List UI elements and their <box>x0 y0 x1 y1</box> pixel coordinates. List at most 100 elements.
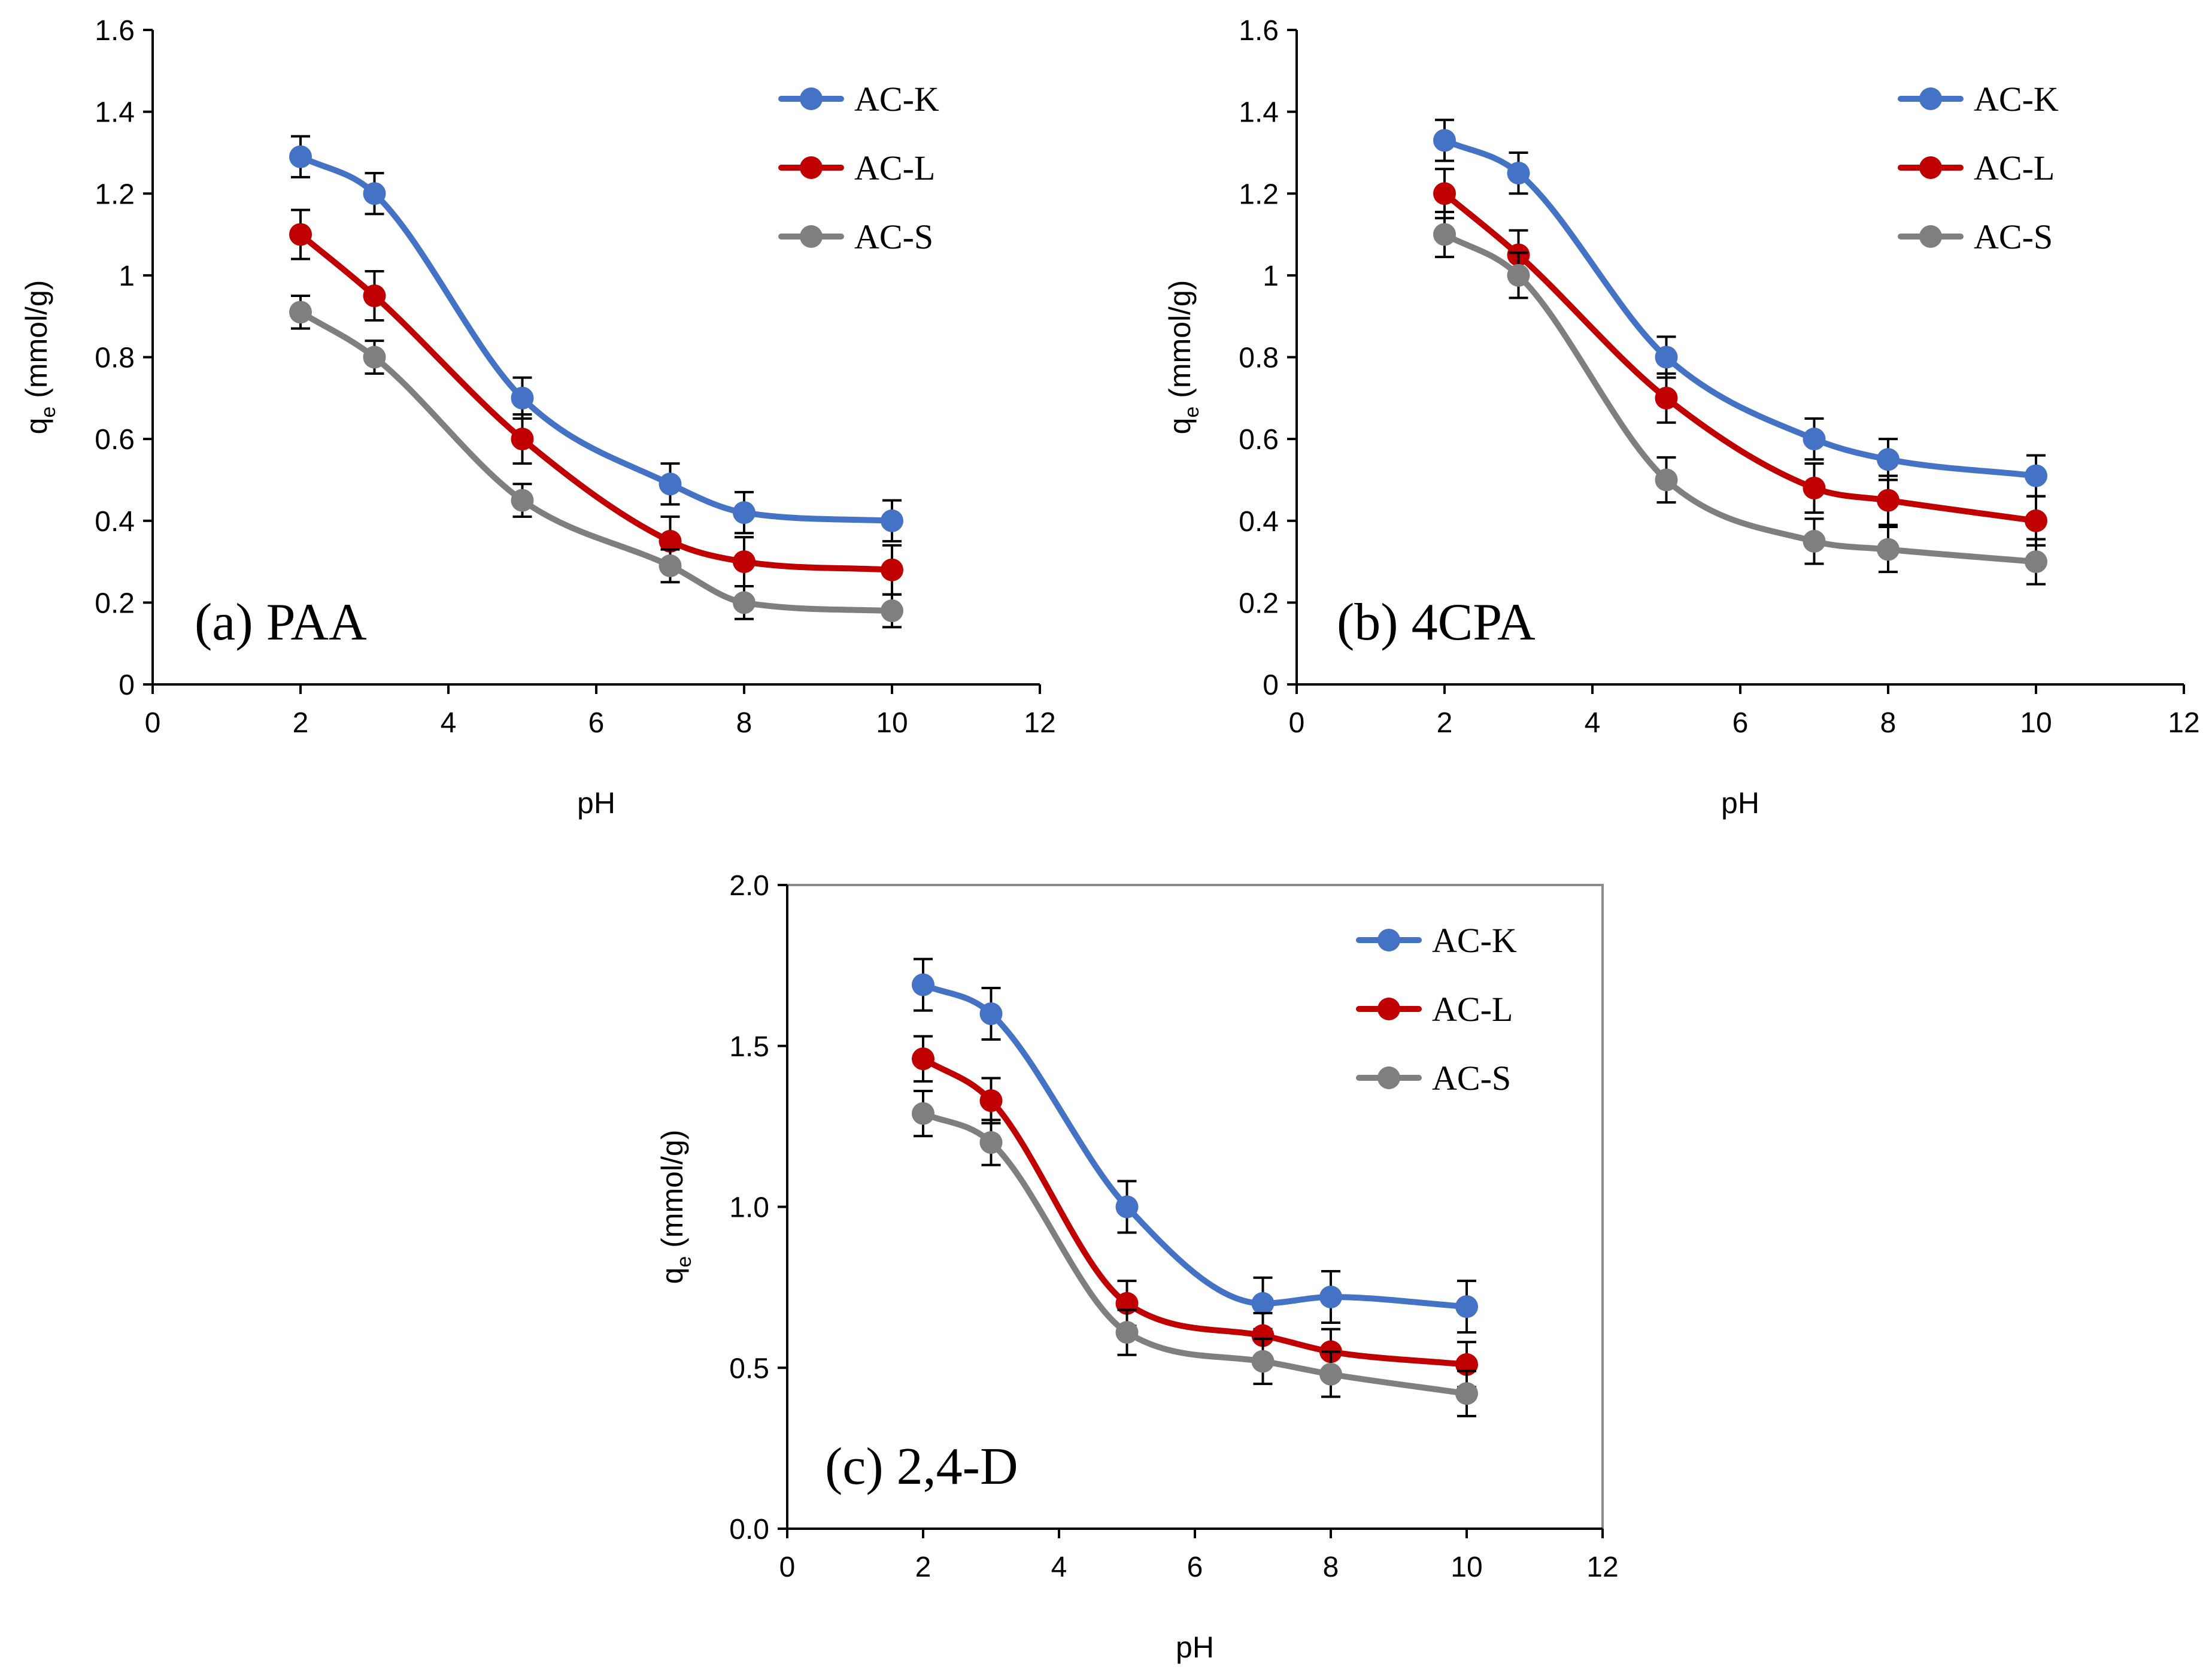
y-tick-label: 1.4 <box>95 97 135 129</box>
panel-label: (a) PAA <box>195 593 367 651</box>
x-tick-label: 12 <box>2168 707 2199 739</box>
panel-label: (b) 4CPA <box>1337 593 1536 651</box>
legend-label: AC-S <box>1432 1059 1511 1098</box>
legend: AC-K AC-L AC-S <box>1356 921 1517 1098</box>
legend-marker <box>1919 225 1942 248</box>
y-axis-title-subscript: e <box>1181 407 1203 418</box>
x-tick-label: 2 <box>293 707 309 739</box>
legend-label: AC-L <box>1974 148 2055 187</box>
data-point <box>1319 1286 1342 1308</box>
y-axis-title-subscript: e <box>673 1256 696 1268</box>
data-point <box>1803 428 1826 451</box>
y-tick-label: 0.4 <box>95 506 135 538</box>
x-tick-label: 6 <box>1732 707 1749 739</box>
y-tick-label: 0.0 <box>729 1514 769 1545</box>
x-tick-label: 4 <box>1585 707 1601 739</box>
series-ac-k <box>1433 119 2047 498</box>
y-tick-label: 2.0 <box>729 870 769 902</box>
data-point <box>1877 448 1900 471</box>
data-point <box>733 550 755 574</box>
data-point <box>912 1102 934 1125</box>
y-axis-title-q: q <box>1163 418 1197 435</box>
y-axis-title: qe (mmol/g) <box>656 1130 696 1284</box>
data-point <box>289 145 312 168</box>
data-point <box>1251 1350 1275 1373</box>
x-tick-label: 2 <box>1437 707 1453 739</box>
legend-label: AC-S <box>854 217 933 256</box>
data-point <box>659 472 682 496</box>
data-point <box>1507 162 1530 185</box>
legend-marker <box>1377 1066 1400 1089</box>
series-line <box>1442 137 2039 479</box>
legend: AC-K AC-L AC-S <box>778 80 939 256</box>
series-ac-l <box>1433 168 2047 547</box>
data-point <box>511 428 534 451</box>
y-tick-label: 0 <box>1263 669 1279 701</box>
y-axis-title-unit: (mmol/g) <box>1163 280 1197 407</box>
x-tick-label: 4 <box>441 707 457 739</box>
x-tick-label: 10 <box>1451 1551 1482 1583</box>
data-point <box>363 346 386 369</box>
data-point <box>1115 1195 1139 1219</box>
x-tick-label: 4 <box>1051 1551 1067 1583</box>
y-tick-label: 0.6 <box>1239 424 1279 456</box>
y-axis-title-q: q <box>20 418 53 435</box>
data-point <box>1655 346 1678 369</box>
y-tick-label: 0.4 <box>1239 506 1279 538</box>
x-tick-label: 0 <box>779 1551 796 1583</box>
chart-panel-1: 0 2 4 6 8 10 12 0 0.2 0.4 0.6 0.8 1 1.2 1.4 1.6 pH qe (mm… <box>20 15 1056 820</box>
data-point <box>289 301 312 324</box>
data-point <box>881 558 903 581</box>
legend-marker <box>800 87 823 110</box>
series-line <box>920 981 1470 1310</box>
series-ac-k <box>289 135 903 543</box>
y-tick-label: 0 <box>119 669 135 701</box>
legend-marker <box>1919 156 1942 179</box>
y-tick-label: 0.8 <box>95 343 135 374</box>
y-tick-label: 0.5 <box>729 1353 769 1384</box>
chart-panel-2: 0 2 4 6 8 10 12 0 0.2 0.4 0.6 0.8 1 1.2 1.4 1.6 pH qe (mm… <box>1163 15 2200 820</box>
data-point <box>1455 1295 1478 1319</box>
data-point <box>1455 1382 1478 1405</box>
series-line <box>298 153 895 524</box>
y-axis-title: qe (mmol/g) <box>20 280 60 435</box>
y-axis-title: qe (mmol/g) <box>1163 280 1203 435</box>
x-tick-label: 10 <box>2020 707 2052 739</box>
panel-label: (c) 2,4-D <box>825 1438 1018 1496</box>
data-point <box>2025 509 2047 532</box>
data-point <box>659 529 682 553</box>
x-tick-label: 10 <box>876 707 908 739</box>
legend-label: AC-L <box>854 148 935 187</box>
data-point <box>1655 468 1678 492</box>
data-point <box>881 599 903 623</box>
data-point <box>2025 550 2047 574</box>
series-line <box>1442 190 2039 524</box>
plot-frame <box>786 884 1604 1530</box>
legend-label: AC-K <box>1974 80 2059 119</box>
x-axis-title: pH <box>577 786 615 820</box>
x-tick-label: 0 <box>145 707 161 739</box>
data-point <box>1803 477 1826 500</box>
y-tick-label: 0.8 <box>1239 343 1279 374</box>
data-point <box>733 501 755 525</box>
data-point <box>1803 529 1826 553</box>
y-tick-label: 0.6 <box>95 424 135 456</box>
data-point <box>363 284 386 308</box>
data-point <box>1433 223 1456 246</box>
y-axis-title-q: q <box>656 1268 689 1284</box>
x-tick-label: 6 <box>588 707 605 739</box>
y-tick-label: 0.2 <box>1239 587 1279 619</box>
data-point <box>1433 129 1456 152</box>
data-point <box>912 1047 934 1071</box>
data-point <box>1507 263 1530 287</box>
data-point <box>1433 182 1456 205</box>
x-tick-label: 0 <box>1289 707 1305 739</box>
data-point <box>979 1131 1003 1154</box>
data-point <box>511 489 534 512</box>
data-point <box>2025 464 2047 487</box>
y-tick-label: 0.2 <box>95 587 135 619</box>
series-ac-l <box>912 1035 1478 1389</box>
data-point <box>1115 1321 1139 1344</box>
y-tick-label: 1.6 <box>1239 15 1279 47</box>
y-tick-label: 1.6 <box>95 15 135 47</box>
